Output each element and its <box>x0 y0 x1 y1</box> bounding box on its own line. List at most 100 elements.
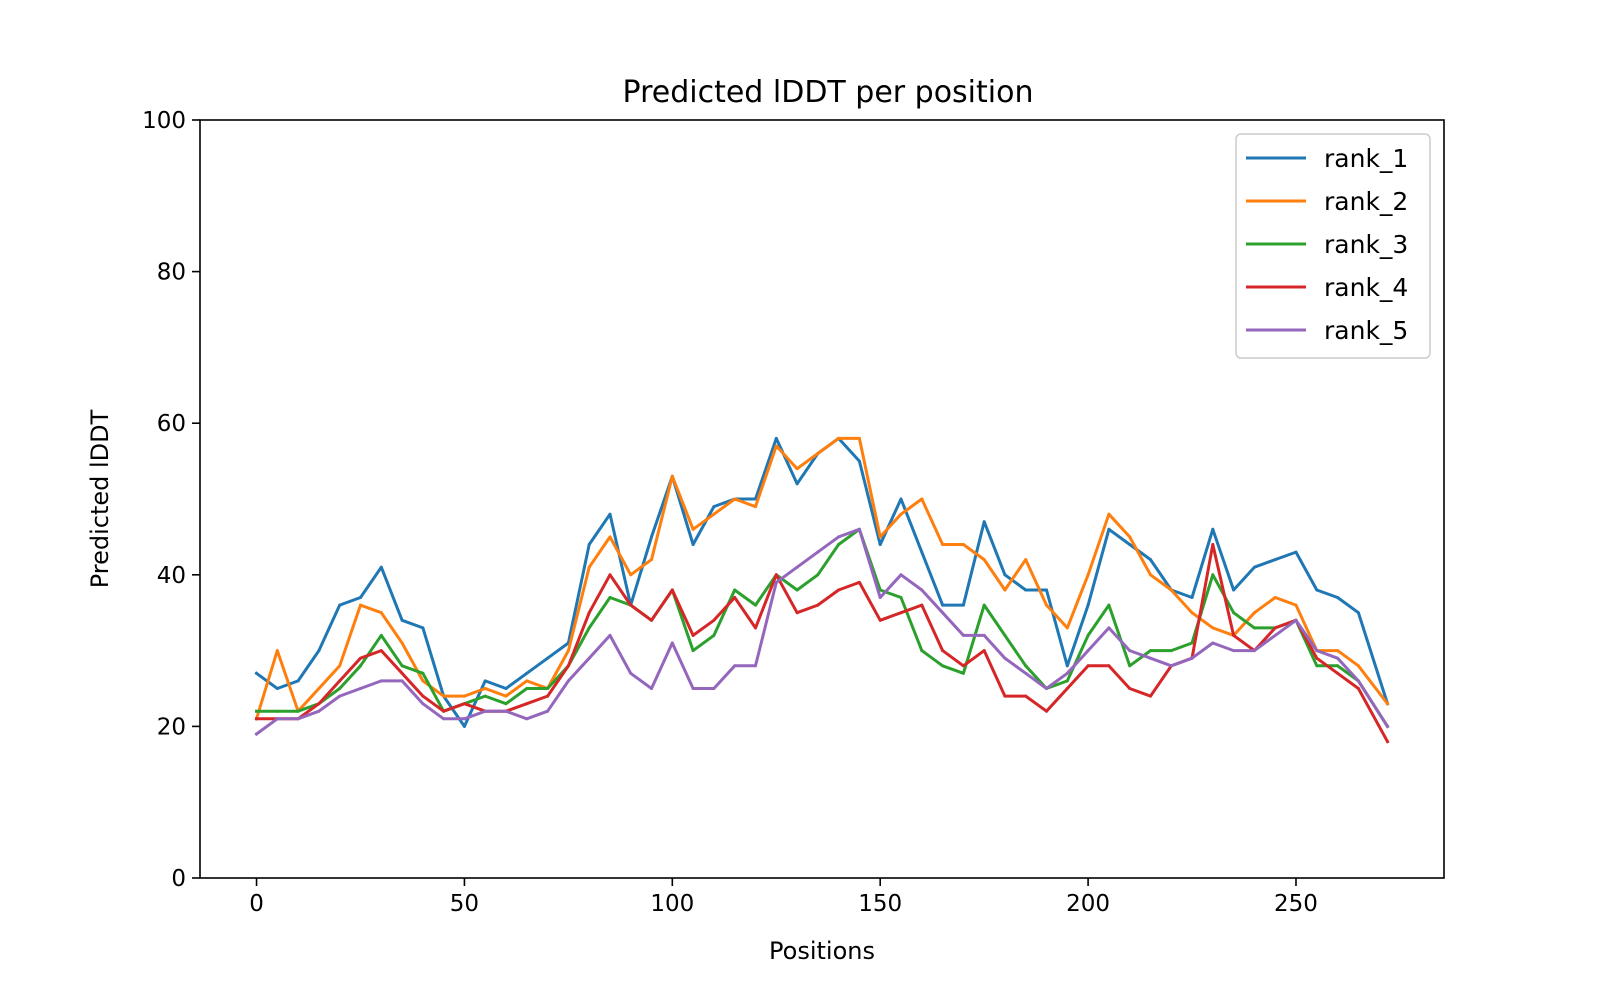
data-point-rank_4 <box>1045 709 1048 713</box>
data-point-rank_5 <box>774 580 778 584</box>
data-point-rank_4 <box>1065 687 1069 690</box>
data-point-rank_4 <box>400 671 404 675</box>
data-point-rank_3 <box>275 709 279 713</box>
data-point-rank_2 <box>483 687 487 690</box>
data-point-rank_4 <box>1086 664 1090 668</box>
data-point-rank_4 <box>1003 694 1007 698</box>
data-point-rank_2 <box>462 694 466 698</box>
data-point-rank_2 <box>629 573 633 577</box>
data-point-rank_1 <box>338 603 342 607</box>
data-point-rank_5 <box>733 664 737 668</box>
data-point-rank_4 <box>1273 626 1277 630</box>
data-point-rank_4 <box>857 580 861 584</box>
data-point-rank_4 <box>442 709 446 713</box>
data-point-rank_2 <box>421 679 425 683</box>
data-point-rank_5 <box>1294 618 1298 622</box>
data-point-rank_1 <box>317 649 321 653</box>
data-point-rank_1 <box>1315 588 1319 592</box>
data-point-rank_5 <box>1003 656 1007 660</box>
data-point-rank_5 <box>1086 649 1090 653</box>
data-point-rank_5 <box>338 694 342 698</box>
data-point-rank_2 <box>733 497 737 501</box>
data-point-rank_5 <box>795 565 799 569</box>
data-point-rank_5 <box>442 717 446 721</box>
data-point-rank_2 <box>878 535 882 539</box>
data-point-rank_3 <box>816 573 820 577</box>
data-point-rank_2 <box>670 474 674 478</box>
legend: rank_1 rank_2 rank_3 rank_4 rank_5 <box>1235 133 1431 359</box>
x-tick-label: 100 <box>650 891 694 917</box>
data-point-rank_5 <box>317 709 321 713</box>
data-point-rank_3 <box>421 671 425 675</box>
x-tick-label: 0 <box>249 891 264 917</box>
data-point-rank_1 <box>878 543 882 546</box>
data-point-rank_4 <box>379 649 383 653</box>
data-point-rank_5 <box>754 664 757 668</box>
data-point-rank_1 <box>587 543 591 546</box>
data-point-rank_5 <box>504 709 508 713</box>
data-point-rank_3 <box>379 633 383 637</box>
data-point-rank_2 <box>961 543 965 546</box>
data-point-rank_5 <box>1315 649 1319 653</box>
data-point-rank_1 <box>546 656 550 660</box>
data-point-rank_2 <box>525 679 529 683</box>
data-point-rank_1 <box>608 512 612 516</box>
x-axis: 0 50 100 150 200 250 <box>249 878 1318 917</box>
data-point-rank_4 <box>1386 740 1389 744</box>
data-point-rank_2 <box>1065 626 1069 630</box>
data-point-rank_4 <box>1024 694 1028 698</box>
data-point-rank_1 <box>1003 573 1007 577</box>
data-point-rank_1 <box>982 520 986 524</box>
data-point-rank_3 <box>691 649 695 653</box>
data-point-rank_5 <box>712 687 716 690</box>
data-point-rank_5 <box>275 717 279 721</box>
data-point-rank_4 <box>1315 656 1319 660</box>
data-point-rank_3 <box>525 687 529 690</box>
axes-frame <box>199 119 1445 879</box>
data-point-rank_2 <box>754 505 757 509</box>
data-point-rank_3 <box>1024 664 1028 668</box>
data-point-rank_4 <box>691 633 695 637</box>
data-point-rank_2 <box>920 497 924 501</box>
data-point-rank_1 <box>1294 550 1298 554</box>
data-point-rank_3 <box>920 649 924 653</box>
data-point-rank_4 <box>816 603 820 607</box>
data-point-rank_4 <box>754 626 757 630</box>
data-point-rank_5 <box>691 687 695 690</box>
data-point-rank_1 <box>920 550 924 554</box>
data-point-rank_5 <box>296 717 300 721</box>
data-point-rank_5 <box>1128 649 1132 653</box>
data-point-rank_3 <box>899 596 903 599</box>
x-tick-label: 250 <box>1274 891 1318 917</box>
data-point-rank_3 <box>1003 633 1007 637</box>
x-tick-label: 200 <box>1066 891 1110 917</box>
data-point-rank_5 <box>1232 649 1236 653</box>
data-point-rank_2 <box>1024 558 1028 562</box>
data-point-rank_2 <box>837 436 841 440</box>
data-point-rank_4 <box>338 679 342 683</box>
data-point-rank_4 <box>837 588 841 592</box>
y-axis: 0 20 40 60 80 100 <box>142 108 200 892</box>
data-point-rank_4 <box>795 611 799 615</box>
data-point-rank_4 <box>421 694 425 698</box>
data-point-rank_1 <box>400 618 404 622</box>
data-point-rank_5 <box>462 717 466 721</box>
data-point-rank_3 <box>1336 664 1340 668</box>
data-point-rank_3 <box>941 664 945 668</box>
legend-box <box>1235 133 1431 359</box>
data-point-rank_5 <box>566 679 570 683</box>
data-point-rank_1 <box>1149 558 1152 562</box>
x-tick-label: 50 <box>450 891 479 917</box>
data-point-rank_2 <box>1003 588 1007 592</box>
plot-area <box>254 436 1390 744</box>
data-point-rank_5 <box>982 633 986 637</box>
data-point-rank_2 <box>379 611 383 615</box>
data-point-rank_1 <box>1128 543 1132 546</box>
data-point-rank_4 <box>1211 543 1215 546</box>
data-point-rank_5 <box>1211 641 1215 645</box>
data-point-rank_1 <box>795 482 799 486</box>
data-point-rank_3 <box>712 633 716 637</box>
data-point-rank_5 <box>1190 656 1194 660</box>
data-point-rank_3 <box>1211 573 1215 577</box>
data-point-rank_1 <box>1107 527 1111 531</box>
